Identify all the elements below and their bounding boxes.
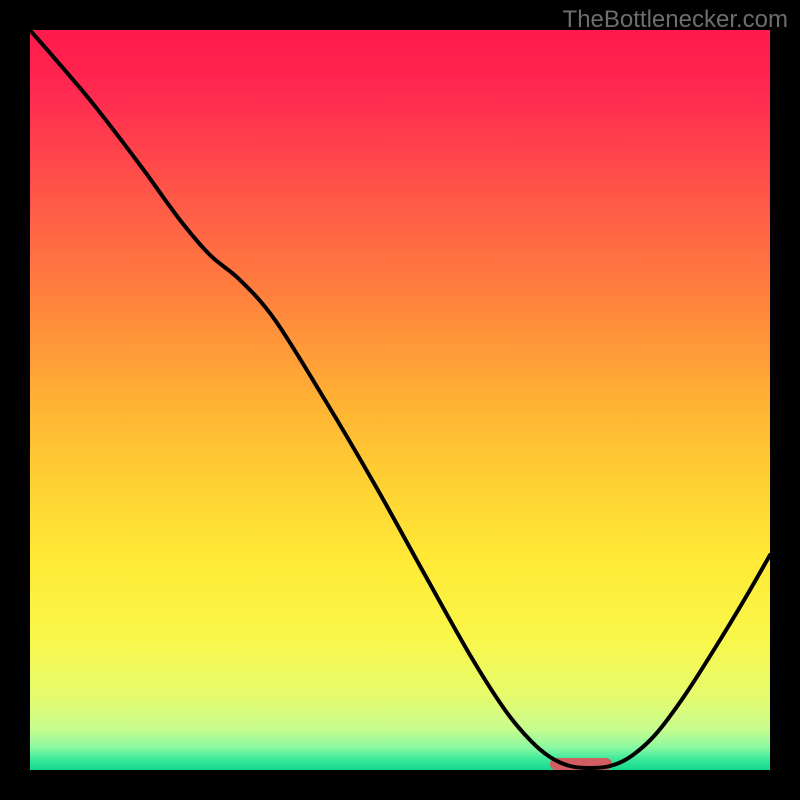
- watermark: TheBottlenecker.com: [563, 6, 788, 34]
- plot-area: [30, 30, 770, 770]
- gradient-background: [30, 30, 770, 770]
